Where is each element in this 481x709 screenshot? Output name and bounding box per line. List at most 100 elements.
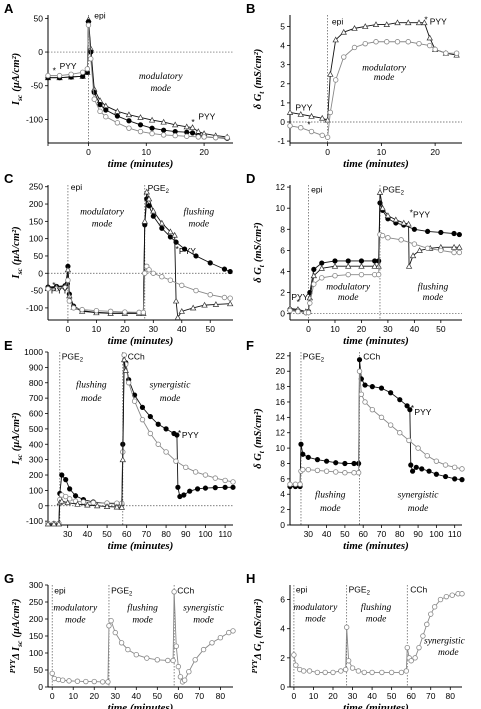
panel-a-annotation: * [191, 117, 195, 127]
panel-d-series-2-point [456, 243, 463, 250]
panel-a-series-3-point [84, 66, 91, 72]
panel-a-series-3-point [201, 134, 207, 140]
panel-f-series-1-point [323, 458, 330, 464]
panel-f-y-tick-label: 18 [276, 382, 286, 392]
panel-b-series-1-point [340, 28, 347, 35]
panel-f-annotation: mode [320, 504, 341, 514]
panel-f-series-1-point [298, 441, 304, 447]
panel-c-series-3-point [193, 287, 199, 294]
panel-a-series-3-point [85, 22, 92, 28]
panel-c-series-2-point [189, 304, 197, 311]
panel-e-annotation: mode [160, 394, 181, 404]
panel-e-series-1-point [63, 477, 69, 483]
panel-d-series-1-point [425, 228, 431, 235]
panel-e-series-1-point [155, 421, 161, 427]
panel-a-series-2-point [149, 125, 155, 131]
panel-d-series-2-point [376, 189, 384, 195]
panel-e-series-3-point [55, 520, 63, 527]
panel-c-series-2-point [171, 231, 178, 238]
panel-b-series-1-point [383, 21, 390, 27]
panel-a-series-1-point [160, 118, 167, 125]
panel-b-series-2-point [341, 54, 347, 60]
panel-f-annotation: CCh [363, 352, 380, 362]
panel-a-y-tick-label: -100 [26, 114, 43, 124]
panel-a-annotation: modulatory [139, 72, 184, 82]
panel-c-x-tick-label: 20 [120, 324, 130, 334]
panel-e-series-2-point [72, 498, 79, 504]
panel-a: A 50 0 -50 -100 0 10 20 time (minutes) Isc(µA/cm²… [4, 1, 233, 170]
panel-b-y-tick-label: 2 [280, 79, 285, 89]
panel-h-annotation: PGE2 [349, 584, 371, 596]
panel-d-series-1-point [358, 258, 365, 264]
panel-a-series-3-point [91, 96, 97, 102]
panel-g-x-tick-label: 30 [111, 691, 121, 701]
panel-d-letter: D [246, 171, 255, 186]
panel-c-series-1-point [193, 253, 199, 259]
panel-a-series-3-point [212, 134, 219, 141]
panel-b-series-1-point [405, 19, 412, 26]
panel-c-series-1-point [221, 266, 228, 272]
panel-b-series-1-point [421, 19, 428, 26]
panel-f-series-2-point [297, 481, 303, 487]
panel-c-series-1-point [159, 225, 165, 231]
panel-d-y-label: δ Gt(mS/cm²) [253, 222, 266, 283]
panel-a-series-1-point [171, 121, 179, 128]
panel-f-x-tick-label: 30 [304, 529, 314, 539]
panel-d-series-1-point [438, 229, 444, 236]
panel-e-series-2-point [183, 464, 189, 471]
panel-b-series-1-point [332, 36, 339, 43]
panel-d-series-2-point [371, 262, 378, 269]
panel-f-series-1-point [362, 382, 368, 388]
panel-e-x-tick-label: 60 [122, 529, 132, 539]
panel-f-series-2-point [358, 391, 365, 397]
panel-d-annotation: PGE2 [383, 184, 405, 196]
panel-d-series-3-point [305, 309, 312, 316]
panel-e-series-3-point [44, 520, 52, 527]
panel-a-series-3-point [56, 72, 63, 79]
panel-f-series-1-point [409, 468, 416, 474]
panel-d-series-2-point [331, 262, 339, 269]
panel-d-series-2-point [384, 212, 392, 219]
panel-e-y-tick-label: 100 [29, 485, 43, 495]
panel-c-series-2-point [172, 297, 180, 304]
panel-h-x-tick-label: 40 [367, 691, 377, 701]
panel-g-series-1-point [217, 635, 224, 641]
panel-d-annotation: mode [423, 293, 444, 303]
panel-b-annotation: PYY [295, 103, 312, 113]
panel-a-annotation: * [53, 66, 57, 76]
panel-c-annotation: epi [71, 182, 82, 192]
panel-d-series-3-point [287, 307, 293, 314]
panel-d-series-2-point [450, 243, 458, 250]
panel-g-series-1-point [230, 628, 236, 634]
panel-e-y-tick-label: 500 [29, 424, 43, 434]
panel-f-series-2-point [351, 470, 357, 476]
panel-h-series-1-point [361, 669, 367, 676]
panel-h-series-1-point [349, 665, 356, 671]
panel-e-annotation: * [178, 428, 182, 438]
panel-d-series-3-point [398, 237, 404, 243]
panel-e-series-1-point [147, 413, 153, 420]
panel-e-y-tick-label: 600 [29, 409, 43, 419]
panel-h-series-1-point [369, 669, 375, 676]
panel-h-series-1-point [424, 621, 430, 628]
panel-e-series-2-point [80, 499, 87, 505]
panel-b-series-1-point [362, 23, 369, 29]
panel-a-y-label: Isc(µA/cm²) [11, 53, 24, 106]
panel-f-series-2-point [323, 468, 330, 474]
panel-g-series-1-point [74, 678, 81, 684]
panel-c-y-tick-label: -50 [31, 286, 44, 296]
panel-b-series-1-point [394, 19, 401, 26]
panel-d-y-tick-label: 12 [276, 182, 286, 192]
panel-f-series-1-point [442, 473, 449, 480]
panel-b-series-1-point [286, 109, 294, 115]
panel-b-series-2-point [298, 125, 304, 131]
panel-d-x-tick-label: 0 [306, 324, 311, 334]
panel-c-series-3-point [53, 286, 60, 292]
panel-f-series-1-point [314, 457, 321, 463]
panel-e-series-2-point [192, 469, 199, 475]
panel-f-y-label: δ Gt(mS/cm²) [253, 408, 266, 469]
panel-e-series-2-point [163, 449, 169, 455]
panel-b-series-2-line [289, 41, 457, 138]
panel-e-series-3-point [74, 500, 81, 507]
panel-f-annotation: flushing [315, 489, 346, 500]
